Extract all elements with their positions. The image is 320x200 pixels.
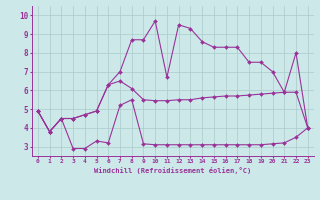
X-axis label: Windchill (Refroidissement éolien,°C): Windchill (Refroidissement éolien,°C) (94, 167, 252, 174)
